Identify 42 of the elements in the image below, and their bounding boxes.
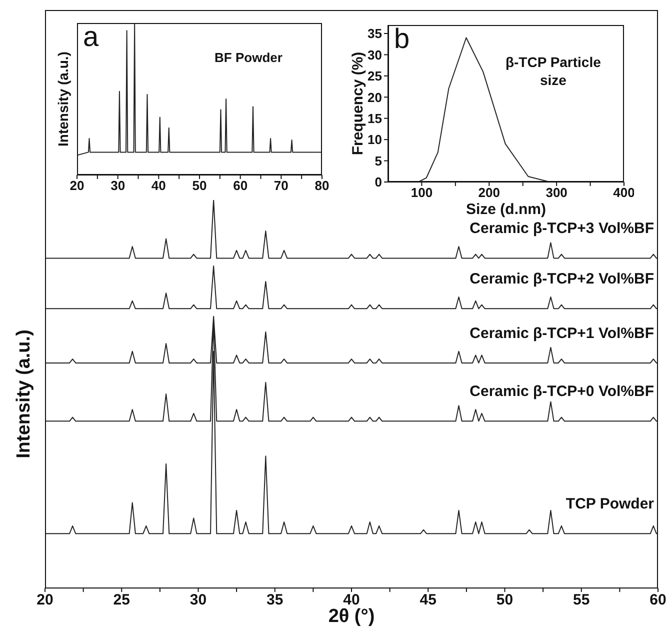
y-axis-title: Intensity (a.u.) bbox=[54, 52, 71, 146]
x-tick-label: 45 bbox=[420, 592, 436, 609]
x-tick-label: 35 bbox=[266, 592, 284, 609]
y-tick-label: 10 bbox=[368, 132, 382, 148]
x-tick-label: 30 bbox=[190, 592, 207, 609]
y-tick-label: 30 bbox=[368, 47, 382, 62]
x-tick-label: 80 bbox=[314, 178, 330, 194]
annotation: β-TCP Particle size bbox=[504, 53, 602, 90]
x-tick-label: 60 bbox=[650, 592, 666, 609]
x-tick-label: 40 bbox=[343, 592, 360, 609]
annotation: a bbox=[83, 21, 99, 52]
y-tick-label: 5 bbox=[374, 153, 382, 168]
x-tick-label: 60 bbox=[233, 178, 248, 194]
x-tick-label: 50 bbox=[496, 592, 514, 609]
series-label: Ceramic β-TCP+0 Vol%BF bbox=[470, 383, 654, 400]
series-label: TCP Powder bbox=[566, 496, 654, 513]
x-tick-label: 40 bbox=[151, 178, 166, 194]
x-tick-label: 300 bbox=[546, 185, 568, 200]
annotation: b bbox=[394, 23, 410, 54]
x-tick-label: 400 bbox=[613, 185, 635, 200]
x-tick-label: 100 bbox=[410, 185, 433, 200]
x-tick-label: 30 bbox=[110, 178, 126, 194]
x-axis-title: 2θ (°) bbox=[328, 606, 375, 627]
y-tick-label: 0 bbox=[374, 174, 382, 190]
y-tick-label: 15 bbox=[368, 110, 382, 126]
x-tick-label: 200 bbox=[478, 185, 500, 200]
y-axis-title: Intensity (a.u.) bbox=[14, 330, 35, 458]
x-tick-label: 50 bbox=[192, 178, 207, 194]
series-label: Ceramic β-TCP+1 Vol%BF bbox=[470, 324, 654, 342]
x-tick-label: 70 bbox=[274, 178, 288, 194]
x-tick-label: 55 bbox=[573, 592, 590, 609]
y-tick-label: 25 bbox=[368, 68, 382, 84]
x-tick-label: 25 bbox=[113, 592, 130, 609]
x-tick-label: 20 bbox=[70, 178, 84, 194]
y-tick-label: 35 bbox=[368, 26, 382, 42]
annotation: BF Powder bbox=[214, 50, 284, 68]
x-tick-label: 20 bbox=[36, 592, 54, 609]
y-axis-title: Frequency (%) bbox=[349, 52, 366, 156]
x-axis-title: Size (d.nm) bbox=[466, 201, 546, 218]
series-label: Ceramic β-TCP+2 Vol%BF bbox=[470, 270, 654, 288]
series-label: Ceramic β-TCP+3 Vol%BF bbox=[470, 220, 654, 238]
y-tick-label: 20 bbox=[368, 90, 382, 105]
